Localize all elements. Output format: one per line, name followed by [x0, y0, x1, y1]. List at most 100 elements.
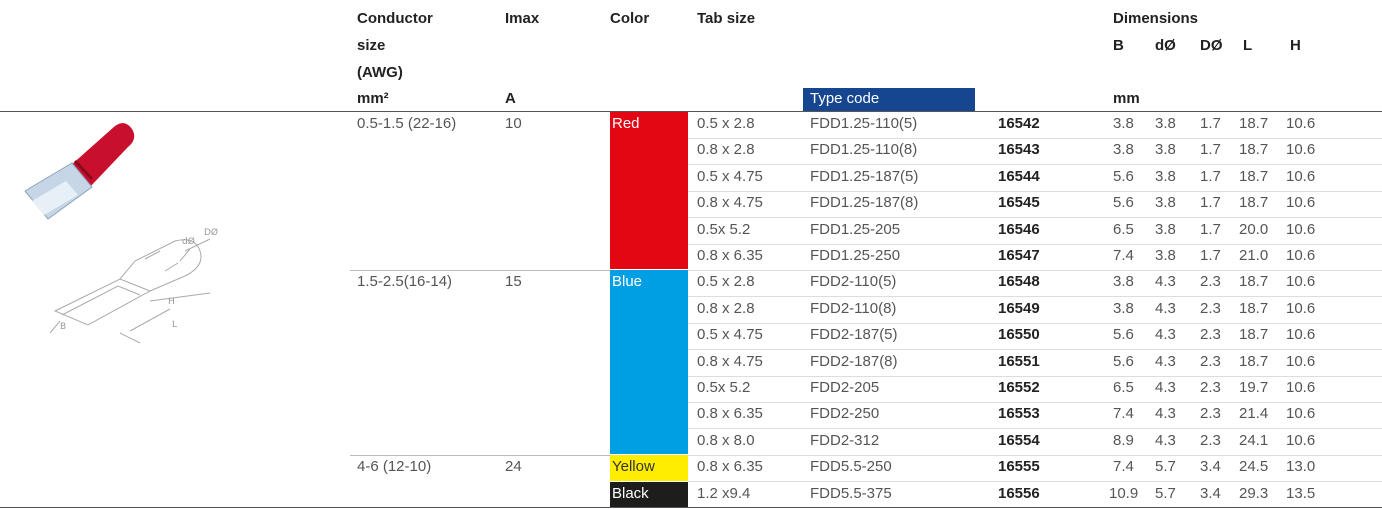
cell: 3.8 [1113, 115, 1134, 132]
cell: 3.8 [1155, 220, 1176, 238]
header-text: L [1243, 37, 1253, 54]
cell: FDD2-110(5) [810, 273, 897, 291]
cell: 3.8 [1113, 299, 1134, 317]
cell: FDD2-312 [810, 431, 880, 449]
color-swatch [610, 270, 688, 455]
cell: 5.6 [1113, 326, 1134, 344]
cell: 0.5 x 4.75 [697, 167, 763, 185]
cell: 0.5x 5.2 [697, 220, 751, 238]
cell: 20.0 [1239, 220, 1269, 238]
cell: 3.4 [1200, 484, 1221, 502]
cell: 21.0 [1239, 247, 1269, 264]
row-rule [688, 349, 1382, 351]
diagram-label: DØ [204, 227, 218, 238]
cell: 18.7 [1239, 273, 1269, 291]
cell: 4-6 (12-10) [357, 458, 432, 476]
cell: 0.5 x 4.75 [697, 326, 763, 344]
cell: 16551 [998, 352, 1040, 370]
row-rule [688, 217, 1382, 219]
cell: 16555 [998, 458, 1040, 476]
row-rule [688, 164, 1382, 166]
header-text: H [1290, 37, 1301, 54]
cell: 6.5 [1113, 379, 1134, 396]
cell: 6.5 [1113, 220, 1134, 238]
cell: 16542 [998, 115, 1040, 132]
cell: 18.7 [1239, 141, 1269, 159]
cell: 0.8 x 6.35 [697, 458, 763, 476]
cell: 0.8 x 4.75 [697, 194, 763, 212]
header-text: Type code [810, 90, 880, 107]
row-rule [688, 454, 1382, 456]
rule [0, 507, 1382, 508]
cell: FDD1.25-110(8) [810, 141, 918, 159]
header-text: dØ [1155, 37, 1176, 54]
header-text: size [357, 37, 386, 54]
cell: 10.6 [1286, 141, 1316, 159]
cell: 0.8 x 8.0 [697, 431, 755, 449]
header-text: mm [1113, 90, 1140, 107]
cell: 5.7 [1155, 484, 1176, 502]
cell: 4.3 [1155, 352, 1176, 370]
header-text: Imax [505, 10, 540, 27]
cell: 3.8 [1155, 247, 1176, 264]
cell: 24 [505, 458, 522, 476]
cell: 10.6 [1286, 167, 1316, 185]
cell: 0.5x 5.2 [697, 379, 751, 396]
header-text: Conductor [357, 10, 433, 27]
cell: 5.6 [1113, 167, 1134, 185]
cell: 1.7 [1200, 220, 1221, 238]
cell: 3.8 [1155, 167, 1176, 185]
cell: 4.3 [1155, 431, 1176, 449]
cell: 16550 [998, 326, 1040, 344]
cell: 10.6 [1286, 247, 1316, 264]
cell: 16552 [998, 379, 1040, 396]
cell: 10.9 [1109, 484, 1139, 502]
cell: 0.8 x 6.35 [697, 405, 763, 423]
terminal-drawing [49, 238, 211, 344]
cell: 18.7 [1239, 194, 1269, 212]
cell: 4.3 [1155, 299, 1176, 317]
cell: 16554 [998, 431, 1040, 449]
row-rule [688, 481, 1382, 483]
cell: FDD2-187(8) [810, 352, 898, 370]
cell: 18.7 [1239, 326, 1269, 344]
cell: 16548 [998, 273, 1040, 291]
cell: 18.7 [1239, 352, 1269, 370]
cell: 18.7 [1239, 299, 1269, 317]
diagram-label: B [60, 322, 66, 332]
cell: FDD5.5-250 [810, 458, 892, 476]
cell: 18.7 [1239, 115, 1269, 132]
row-rule [688, 243, 1382, 245]
cell: 1.7 [1200, 247, 1221, 264]
cell: Yellow [612, 458, 655, 476]
cell: 16544 [998, 167, 1040, 185]
cell: 19.7 [1239, 379, 1269, 396]
cell: 2.3 [1200, 405, 1221, 423]
header-text: (AWG) [357, 64, 403, 81]
cell: 10 [505, 115, 522, 132]
cell: 10.6 [1286, 194, 1316, 212]
diagram-label: H [168, 297, 175, 307]
cell: 1.7 [1200, 141, 1221, 159]
header-text: Dimensions [1113, 10, 1199, 27]
cell: 10.6 [1286, 273, 1316, 291]
cell: Blue [612, 273, 643, 291]
cell: Red [612, 115, 640, 132]
cell: 3.4 [1200, 458, 1221, 476]
cell: FDD1.25-250 [810, 247, 901, 264]
cell: 10.6 [1286, 379, 1316, 396]
cell: 1.7 [1200, 167, 1221, 185]
cell: 0.5 x 2.8 [697, 273, 755, 291]
header-box [803, 88, 975, 111]
cell: 0.8 x 2.8 [697, 141, 755, 159]
cell: 0.8 x 4.75 [697, 352, 763, 370]
cell: 3.8 [1113, 273, 1134, 291]
cell: FDD2-250 [810, 405, 880, 423]
cell: 4.3 [1155, 405, 1176, 423]
cell: 16556 [998, 484, 1040, 502]
cell: 0.8 x 2.8 [697, 299, 755, 317]
cell: 16543 [998, 141, 1040, 159]
cell: 3.8 [1155, 194, 1176, 212]
color-swatch [610, 455, 688, 481]
